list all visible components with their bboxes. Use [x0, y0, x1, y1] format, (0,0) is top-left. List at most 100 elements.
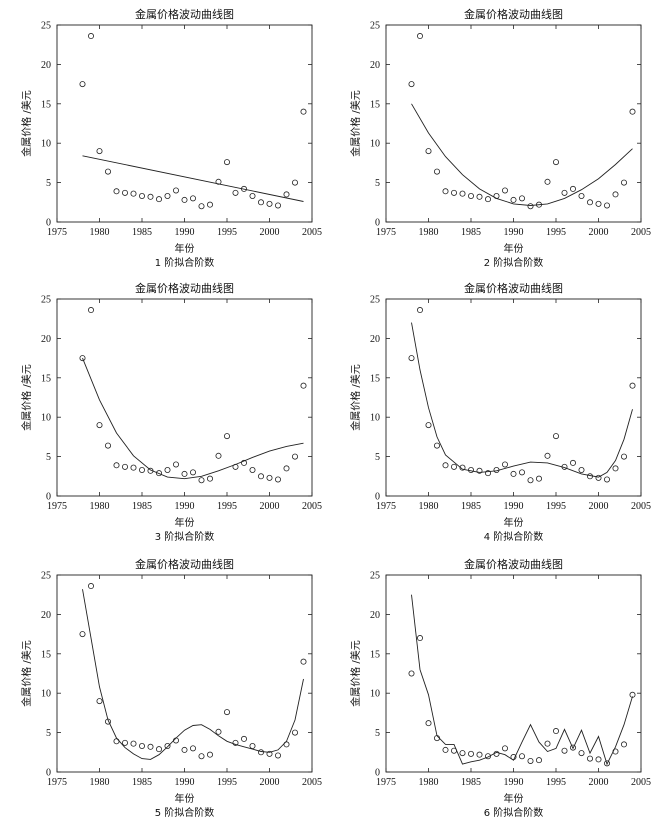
data-point: [442, 746, 449, 753]
data-point: [164, 466, 171, 473]
chart-panel-3: 金属价格波动曲线图 1975 1980 1985 1990 1995 2000 2005 0 5 1…: [20, 281, 322, 543]
y-tick-label: 20: [41, 60, 51, 71]
y-tick-label: 20: [41, 610, 51, 621]
data-point: [189, 195, 196, 202]
x-tick-label: 1980: [419, 501, 439, 512]
data-point: [198, 477, 205, 484]
x-tick-label: 1980: [90, 227, 110, 238]
data-point: [459, 190, 466, 197]
plot-frame: [56, 574, 313, 773]
data-point: [433, 168, 440, 175]
data-point: [300, 108, 307, 115]
data-point: [155, 196, 162, 203]
data-point: [266, 200, 273, 207]
y-tick-label: 15: [370, 373, 380, 384]
data-point: [553, 728, 560, 735]
data-point: [442, 188, 449, 195]
y-tick-label: 25: [370, 21, 380, 32]
x-tick-label: 1990: [175, 227, 195, 238]
data-point: [164, 192, 171, 199]
data-point: [300, 658, 307, 665]
x-axis-label: 年份: [175, 516, 195, 529]
data-point: [621, 179, 628, 186]
panel-caption: 5 阶拟合阶数: [155, 806, 215, 819]
data-point: [147, 193, 154, 200]
data-point: [283, 191, 290, 198]
chart-title: 金属价格波动曲线图: [135, 281, 234, 295]
data-point: [79, 631, 86, 638]
y-tick-label: 0: [375, 492, 380, 503]
data-point: [587, 755, 594, 762]
x-tick-label: 1990: [504, 501, 524, 512]
data-point: [122, 463, 129, 470]
x-tick-label: 1985: [132, 777, 152, 788]
x-tick-label: 2005: [631, 501, 651, 512]
data-point: [467, 750, 474, 757]
x-tick-label: 2005: [631, 227, 651, 238]
panel-caption: 2 阶拟合阶数: [484, 256, 544, 269]
fit-curve: [411, 322, 633, 478]
data-point: [215, 452, 222, 459]
y-tick-label: 15: [370, 99, 380, 110]
data-point: [206, 751, 213, 758]
fit-curve: [411, 594, 633, 766]
y-tick-label: 25: [370, 295, 380, 306]
y-tick-label: 5: [46, 452, 51, 463]
x-tick-label: 1995: [546, 227, 566, 238]
data-point: [300, 382, 307, 389]
panel-caption: 4 阶拟合阶数: [484, 530, 544, 543]
y-tick-label: 5: [375, 178, 380, 189]
data-point: [408, 355, 415, 362]
data-point: [578, 750, 585, 757]
x-tick-label: 1985: [132, 501, 152, 512]
data-point: [544, 178, 551, 185]
data-point: [240, 735, 247, 742]
data-point: [257, 199, 264, 206]
data-point: [88, 307, 95, 314]
data-point: [595, 474, 602, 481]
data-point: [105, 442, 112, 449]
data-point: [595, 200, 602, 207]
x-tick-label: 1975: [376, 501, 396, 512]
data-point: [476, 751, 483, 758]
data-point: [291, 179, 298, 186]
data-point: [266, 750, 273, 757]
y-tick-label: 0: [46, 492, 51, 503]
data-point: [215, 728, 222, 735]
data-point: [570, 744, 577, 751]
x-tick-label: 2000: [260, 501, 280, 512]
y-tick-label: 25: [41, 295, 51, 306]
plot-frame: [385, 24, 642, 223]
y-tick-label: 20: [41, 334, 51, 345]
data-point: [578, 466, 585, 473]
x-tick-label: 1995: [546, 501, 566, 512]
data-point: [553, 159, 560, 166]
data-point: [96, 148, 103, 155]
data-point: [198, 753, 205, 760]
data-point: [416, 307, 423, 314]
data-point: [484, 753, 491, 760]
y-axis-label: 金属价格 /美元: [20, 640, 33, 707]
data-point: [425, 720, 432, 727]
data-point: [501, 461, 508, 468]
x-axis-label: 年份: [504, 792, 524, 805]
panel-caption: 3 阶拟合阶数: [155, 530, 215, 543]
data-point: [561, 747, 568, 754]
x-tick-label: 1975: [376, 777, 396, 788]
data-point: [155, 470, 162, 477]
data-point: [612, 465, 619, 472]
y-tick-label: 0: [46, 768, 51, 779]
x-tick-label: 1985: [461, 777, 481, 788]
data-point: [122, 189, 129, 196]
fit-curve: [82, 155, 304, 202]
data-point: [113, 188, 120, 195]
y-tick-label: 0: [46, 218, 51, 229]
y-tick-label: 25: [41, 571, 51, 582]
y-tick-label: 10: [370, 413, 380, 424]
data-point: [274, 476, 281, 483]
data-point: [249, 192, 256, 199]
data-point: [425, 422, 432, 429]
data-point: [130, 464, 137, 471]
x-tick-label: 1990: [175, 777, 195, 788]
y-tick-label: 20: [370, 334, 380, 345]
